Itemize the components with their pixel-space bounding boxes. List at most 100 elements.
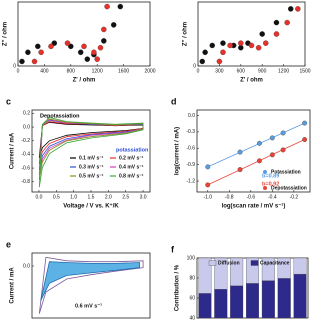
y-tick-label: 40: [189, 315, 195, 320]
data-point: [220, 49, 226, 56]
y-tick-label: -0.9: [186, 162, 195, 168]
legend-swatch: [208, 260, 217, 266]
series-line: [40, 261, 140, 301]
data-point: [238, 44, 244, 51]
data-point: [238, 40, 244, 46]
data-point: [287, 6, 294, 12]
legend-label: 0.8 mV s⁻¹: [119, 173, 144, 179]
data-point: [110, 22, 117, 28]
legend-label: 0.5 mV s⁻¹: [79, 173, 104, 179]
legend-swatch: [250, 260, 259, 266]
y-tick-label: 0.2: [23, 111, 30, 117]
x-tick-label: 1200: [278, 68, 289, 74]
x-tick-label: 1.5: [88, 194, 95, 200]
data-point: [273, 31, 280, 37]
bar-segment: [261, 280, 275, 319]
data-point: [273, 19, 280, 26]
x-axis-title: log(scan rate / mV s⁻¹): [222, 203, 286, 210]
annotation: potassiation: [116, 147, 149, 153]
y-tick-label: 0.0: [23, 263, 30, 269]
data-point: [256, 158, 262, 164]
plot-frame: [17, 1, 151, 67]
data-point: [35, 43, 41, 50]
y-tick-label: 0: [193, 63, 196, 69]
series-line: [38, 117, 144, 188]
annotation: b=0.89: [262, 173, 279, 179]
y-tick-label: 0: [13, 63, 16, 69]
data-point: [263, 40, 269, 46]
data-point: [295, 6, 301, 12]
bar-segment: [293, 257, 307, 275]
x-axis-title: Z' / ohm: [73, 78, 96, 84]
x-tick-label: -0.8: [225, 194, 234, 200]
y-axis-title: Current / mA: [10, 132, 16, 169]
data-point: [31, 58, 38, 65]
y-tick-label: -0.2: [21, 138, 30, 144]
data-point: [284, 19, 290, 26]
bar-segment: [230, 257, 244, 286]
data-point: [117, 3, 124, 10]
legend-label: Capacitance: [260, 260, 290, 266]
data-point: [101, 26, 107, 33]
y-tick-label: 100: [187, 255, 196, 261]
data-point: [220, 40, 226, 46]
panel-label: d: [171, 96, 177, 106]
data-point: [227, 42, 233, 49]
y-tick-label: 0.0: [23, 124, 30, 130]
data-point: [94, 56, 100, 62]
x-tick-label: 3.0: [140, 194, 147, 200]
data-point: [97, 44, 104, 51]
x-tick-label: -0.6: [246, 194, 255, 200]
y-tick-label: -0.8: [21, 179, 30, 185]
legend-label: 0.4 mV s⁻¹: [119, 164, 144, 170]
bar-segment: [277, 257, 291, 279]
data-point: [84, 56, 91, 62]
data-point: [19, 58, 25, 65]
data-point: [255, 44, 262, 51]
data-point: [81, 43, 87, 50]
x-tick-label: 1200: [92, 68, 103, 74]
data-point: [280, 147, 286, 153]
y-axis-title: Z'' / ohm: [183, 22, 189, 46]
x-tick-label: 300: [215, 68, 224, 74]
data-point: [302, 137, 308, 142]
data-point: [101, 38, 107, 44]
data-point: [256, 140, 262, 146]
annotation: Depotassiation: [40, 113, 80, 119]
data-point: [199, 58, 206, 65]
legend-label: 0.1 mV s⁻¹: [79, 155, 104, 161]
x-tick-label: 0: [17, 68, 20, 74]
y-tick-label: 60: [189, 295, 195, 301]
data-point: [202, 49, 208, 56]
bar-segment: [198, 257, 212, 294]
panel-label: e: [6, 239, 11, 249]
x-tick-label: 0.0: [35, 194, 42, 200]
x-axis-title: Z' / ohm: [240, 78, 263, 84]
data-point: [91, 49, 97, 56]
plot-frame: [31, 252, 151, 319]
panel-label: c: [6, 96, 11, 106]
x-tick-label: -0.4: [268, 194, 277, 200]
x-tick-label: 0: [197, 68, 200, 74]
bar-segment: [246, 283, 259, 319]
bar-segment: [214, 289, 228, 319]
data-point: [302, 120, 308, 126]
x-tick-label: 600: [237, 68, 246, 74]
data-point: [269, 152, 275, 158]
data-point: [248, 42, 255, 49]
legend-label: 0.2 mV s⁻¹: [119, 155, 144, 161]
panel-label: f: [171, 244, 175, 254]
x-tick-label: -1.0: [203, 194, 212, 200]
series-line: [38, 256, 144, 314]
bar-segment: [277, 278, 291, 319]
x-tick-label: 900: [258, 68, 267, 74]
series-line: [38, 119, 144, 171]
x-tick-label: 2000: [144, 68, 155, 74]
x-tick-label: 0.5: [53, 194, 60, 200]
legend-swatch: [263, 186, 267, 190]
data-point: [68, 43, 74, 50]
data-point: [237, 149, 243, 155]
x-tick-label: 1500: [299, 68, 310, 74]
data-point: [269, 135, 275, 141]
